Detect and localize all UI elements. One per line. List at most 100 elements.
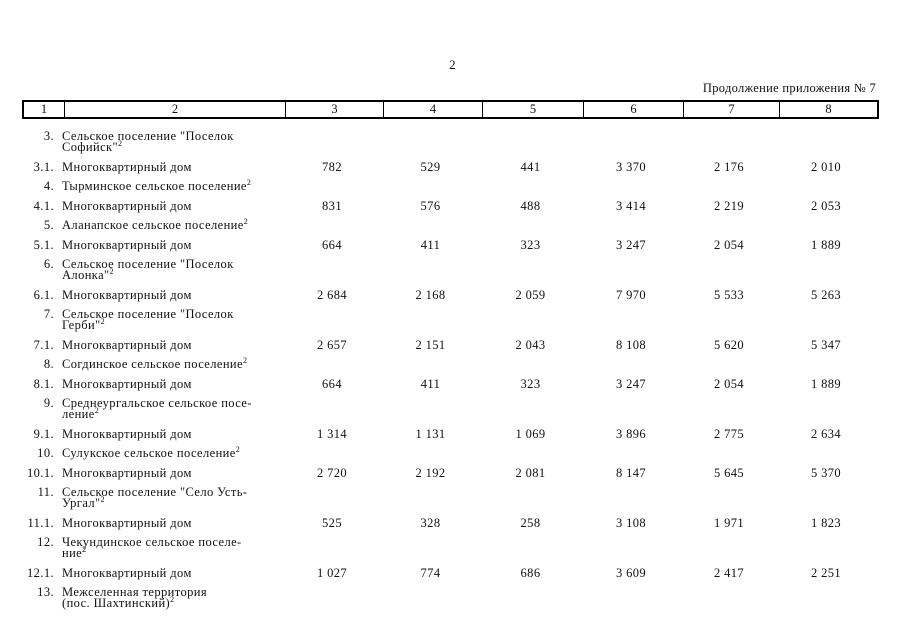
value-cell: 2 010 — [810, 159, 842, 174]
row-name: Многоквартирный дом — [62, 198, 192, 213]
row-number: 11.1. — [27, 515, 54, 530]
table-row: 8. Согдинское сельское поселение2 — [22, 355, 879, 371]
row-name: Аланапское сельское поселение2 — [62, 216, 248, 232]
row-number: 8. — [43, 357, 54, 371]
value-cell: 2 054 — [713, 376, 745, 391]
row-number: 6. — [43, 257, 54, 271]
row-name: Согдинское сельское поселение2 — [62, 355, 247, 371]
value-cell: 258 — [520, 515, 541, 530]
table-row: 11.1. Многоквартирный дом 525 328 258 3 108 1 … — [22, 515, 879, 530]
row-name: Многоквартирный дом — [62, 337, 192, 352]
value-cell: 2 720 — [316, 465, 348, 480]
row-name: Среднеургальское сельское посе-ление2 — [62, 396, 252, 421]
footnote-marker: 2 — [82, 544, 87, 554]
row-name: Сельское поселение "Село Усть- Ургал"2 — [62, 485, 248, 510]
footnote-marker: 2 — [235, 444, 240, 454]
column-number-cell: 7 — [683, 102, 779, 117]
row-name: Тырминское сельское поселение2 — [62, 177, 251, 193]
row-number: 5.1. — [33, 237, 54, 252]
row-name: Многоквартирный дом — [62, 426, 192, 441]
row-number: 4. — [43, 179, 54, 193]
value-cell: 5 533 — [713, 287, 745, 302]
value-cell: 323 — [520, 376, 541, 391]
row-name: Многоквартирный дом — [62, 376, 192, 391]
row-number: 12.1. — [27, 565, 54, 580]
row-number: 13. — [37, 585, 54, 599]
row-name: Многоквартирный дом — [62, 159, 192, 174]
value-cell: 5 370 — [810, 465, 842, 480]
row-number: 8.1. — [33, 376, 54, 391]
value-cell: 3 108 — [615, 515, 647, 530]
table-body: 3. Сельское поселение "Поселок Софийск"2 3.… — [22, 129, 879, 618]
row-name: Многоквартирный дом — [62, 287, 192, 302]
value-cell: 774 — [420, 565, 441, 580]
row-number: 9.1. — [33, 426, 54, 441]
value-cell: 5 645 — [713, 465, 745, 480]
value-cell: 3 247 — [615, 376, 647, 391]
value-cell: 2 081 — [515, 465, 546, 480]
row-name: Сельское поселение "Поселок Герби"2 — [62, 307, 234, 332]
table-row: 9. Среднеургальское сельское посе-ление2 — [22, 396, 879, 421]
value-cell: 411 — [420, 376, 441, 391]
value-cell: 3 896 — [615, 426, 647, 441]
table-row: 12. Чекундинское сельское поселе-ние2 — [22, 536, 879, 560]
value-cell: 1 131 — [415, 426, 446, 441]
value-cell: 1 069 — [515, 426, 546, 441]
value-cell: 664 — [322, 237, 342, 252]
row-name: Сулукское сельское поселение2 — [62, 444, 240, 460]
table-row: 11. Сельское поселение "Село Усть- Ургал"2 — [22, 485, 879, 510]
value-cell: 576 — [420, 198, 441, 213]
row-name: Сельское поселение "Поселок Алонка"2 — [62, 257, 234, 282]
value-cell: 5 263 — [810, 287, 842, 302]
row-number: 11. — [37, 485, 54, 499]
value-cell: 2 054 — [713, 237, 745, 252]
value-cell: 1 889 — [810, 237, 842, 252]
column-number-cell: 2 — [64, 102, 285, 117]
value-cell: 5 347 — [810, 337, 842, 352]
value-cell: 3 609 — [615, 565, 647, 580]
value-cell: 3 370 — [615, 159, 647, 174]
column-number-cell: 4 — [383, 102, 482, 117]
footnote-marker: 2 — [109, 266, 114, 276]
row-name: Сельское поселение "Поселок Софийск"2 — [62, 129, 234, 154]
value-cell: 2 219 — [713, 198, 745, 213]
table-row: 7.1. Многоквартирный дом 2 657 2 151 2 043 8 … — [22, 337, 879, 352]
value-cell: 2 684 — [316, 287, 348, 302]
table-row: 12.1. Многоквартирный дом 1 027 774 686 3 609… — [22, 565, 879, 580]
table-row: 10. Сулукское сельское поселение2 — [22, 444, 879, 460]
footnote-marker: 2 — [242, 355, 247, 365]
row-number: 4.1. — [33, 198, 54, 213]
value-cell: 441 — [520, 159, 541, 174]
row-name: Многоквартирный дом — [62, 515, 192, 530]
row-name: Многоквартирный дом — [62, 237, 192, 252]
value-cell: 2 192 — [415, 465, 446, 480]
page-number: 2 — [449, 57, 456, 72]
value-cell: 8 108 — [615, 337, 647, 352]
row-number: 10.1. — [27, 465, 54, 480]
row-number: 10. — [37, 446, 54, 460]
table-row: 3. Сельское поселение "Поселок Софийск"2 — [22, 129, 879, 154]
value-cell: 2 059 — [515, 287, 546, 302]
value-cell: 328 — [420, 515, 441, 530]
value-cell: 411 — [420, 237, 441, 252]
row-number: 9. — [43, 396, 54, 410]
table-row: 6.1. Многоквартирный дом 2 684 2 168 2 059 7 … — [22, 287, 879, 302]
column-number-cell: 5 — [482, 102, 583, 117]
footnote-marker: 2 — [170, 594, 175, 604]
row-name: Многоквартирный дом — [62, 565, 192, 580]
value-cell: 664 — [322, 376, 342, 391]
value-cell: 2 168 — [415, 287, 446, 302]
row-number: 6.1. — [33, 287, 54, 302]
value-cell: 323 — [520, 237, 541, 252]
column-number-cell: 6 — [583, 102, 683, 117]
column-number-cell: 1 — [40, 102, 48, 116]
value-cell: 529 — [420, 159, 441, 174]
value-cell: 2 176 — [713, 159, 745, 174]
value-cell: 831 — [322, 198, 342, 213]
value-cell: 7 970 — [615, 287, 647, 302]
continuation-note: Продолжение приложения № 7 — [702, 81, 876, 95]
table-row: 7. Сельское поселение "Поселок Герби"2 — [22, 307, 879, 332]
value-cell: 3 247 — [615, 237, 647, 252]
value-cell: 1 971 — [713, 515, 745, 530]
